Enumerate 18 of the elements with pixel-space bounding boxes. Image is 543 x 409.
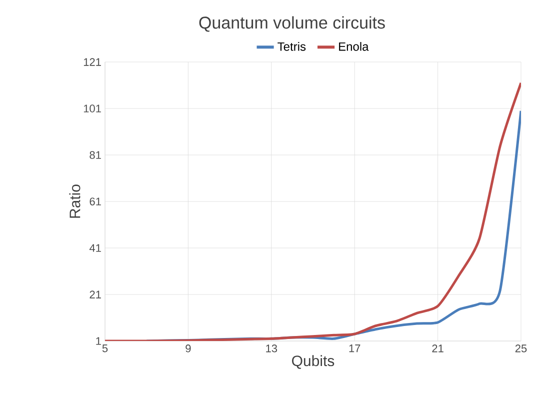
y-tick-label: 81 <box>90 151 101 159</box>
x-tick-label: 17 <box>349 344 360 352</box>
legend-label: Tetris <box>278 42 306 51</box>
x-axis-title: Qubits <box>292 355 334 369</box>
y-tick-label: 1 <box>96 337 101 345</box>
y-tick-label: 121 <box>84 58 101 66</box>
y-tick-label: 61 <box>90 198 101 206</box>
x-tick-label: 13 <box>266 344 278 352</box>
y-tick-label: 101 <box>84 104 101 112</box>
y-tick-label: 41 <box>89 244 101 252</box>
x-tick-label: 9 <box>186 344 191 352</box>
y-axis-title: Ratio <box>69 184 80 218</box>
x-tick-label: 5 <box>102 344 108 352</box>
x-tick-label: 21 <box>432 344 444 352</box>
x-tick-label: 25 <box>515 344 527 352</box>
y-tick-label: 21 <box>90 290 101 298</box>
chart-title: Quantum volume circuits <box>199 16 385 32</box>
legend-label: Enola <box>339 42 369 51</box>
